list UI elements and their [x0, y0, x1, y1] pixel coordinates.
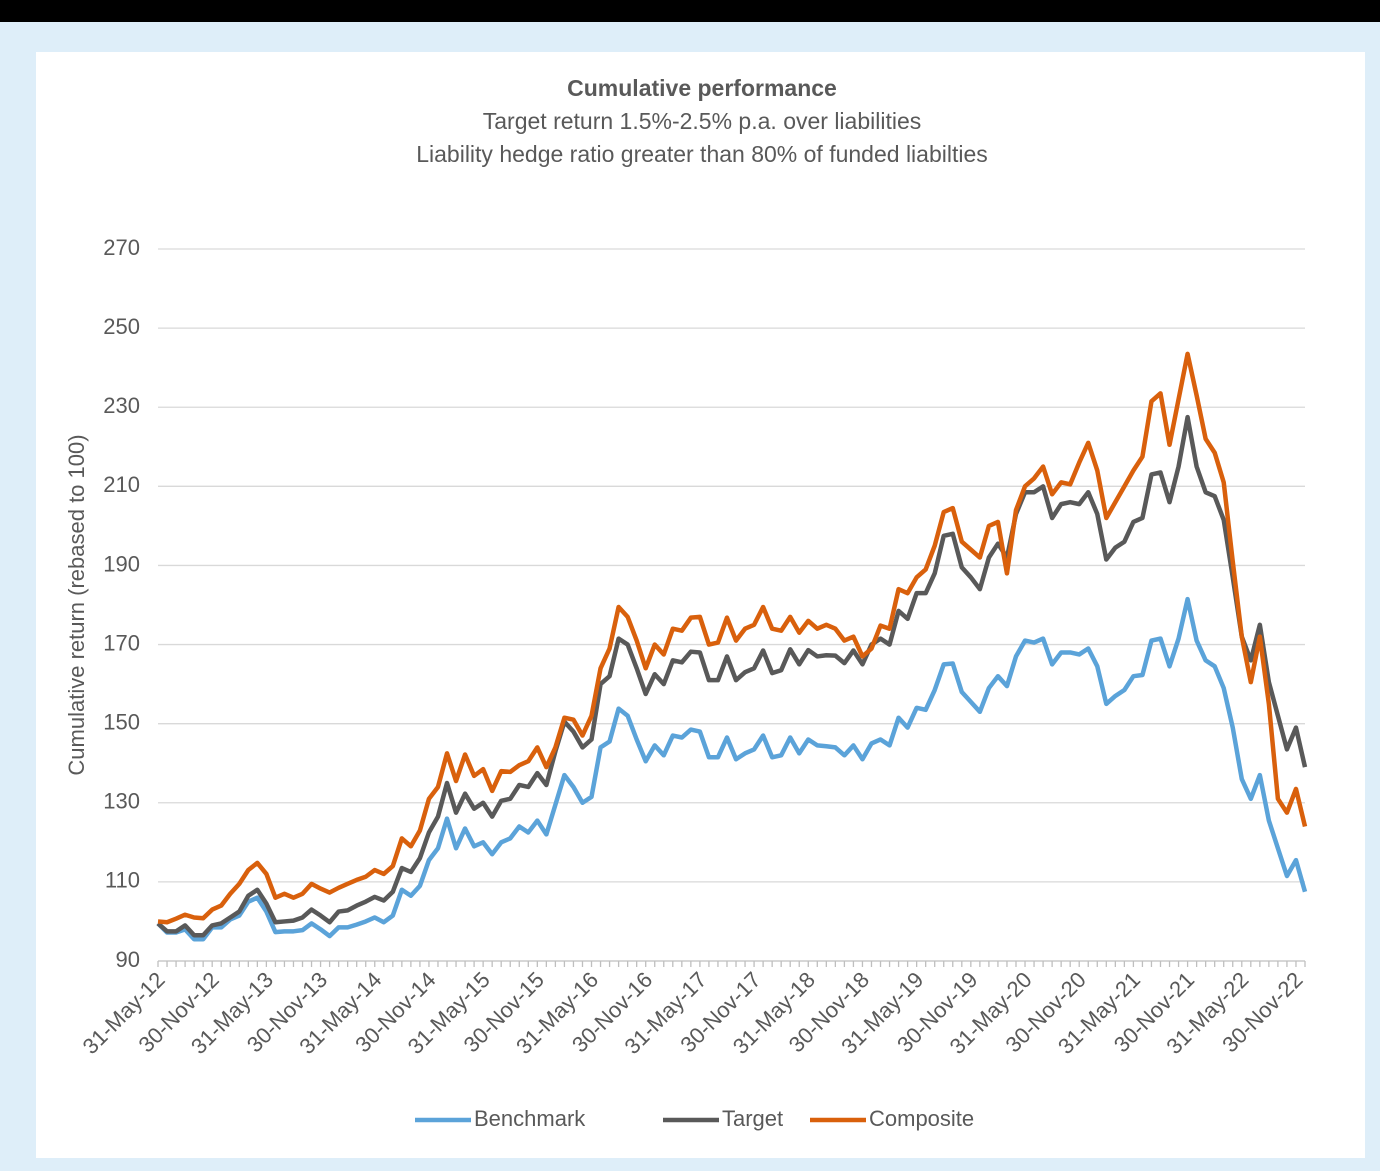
legend-label: Target	[722, 1106, 783, 1131]
series-line	[156, 414, 1308, 938]
chart-subtitle: Target return 1.5%-2.5% p.a. over liabil…	[483, 108, 922, 134]
chart-subtitle: Liability hedge ratio greater than 80% o…	[416, 141, 988, 167]
y-tick-label: 250	[103, 314, 140, 339]
y-tick-label: 110	[105, 868, 140, 893]
y-tick-label: 230	[103, 393, 140, 418]
series-line	[156, 596, 1308, 942]
y-tick-label: 150	[103, 709, 140, 734]
series-line	[157, 351, 1308, 925]
legend-label: Benchmark	[474, 1106, 586, 1131]
legend-label: Composite	[869, 1106, 974, 1131]
y-axis-label: Cumulative return (rebased to 100)	[64, 434, 89, 775]
top-bar	[0, 0, 1380, 22]
y-tick-label: 190	[103, 551, 140, 576]
y-tick-label: 270	[103, 235, 140, 260]
panel	[36, 52, 1365, 1158]
y-tick-label: 210	[103, 472, 140, 497]
y-tick-label: 90	[116, 947, 140, 972]
y-tick-label: 170	[103, 630, 140, 655]
y-tick-label: 130	[103, 789, 140, 814]
chart-title: Cumulative performance	[567, 75, 837, 101]
